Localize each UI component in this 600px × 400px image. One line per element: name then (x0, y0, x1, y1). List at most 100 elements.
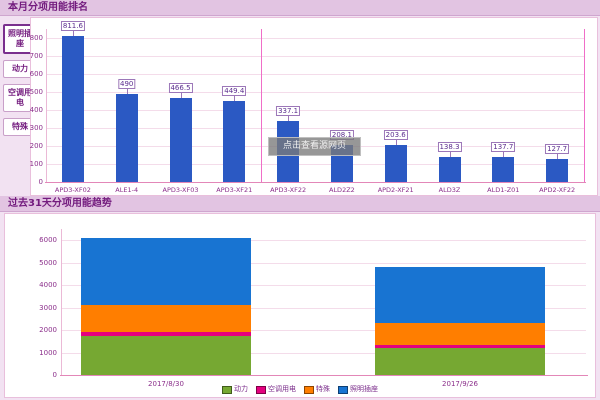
trend-section-header: 过去31天分项用能趋势 (0, 196, 600, 212)
stacked-bar-segment[interactable] (81, 332, 251, 336)
y-axis-line (46, 29, 47, 182)
x-axis-tick-label: 2017/9/26 (442, 380, 478, 388)
y-axis-tick-label: 1000 (39, 348, 57, 357)
data-label: 337.1 (276, 106, 301, 117)
legend-label: 照明插座 (350, 385, 378, 393)
period-separator-line (261, 29, 263, 182)
ranking-bar[interactable] (223, 101, 246, 182)
ranking-bar[interactable] (384, 145, 407, 182)
gridline (46, 164, 584, 165)
data-label: 449.4 (222, 86, 247, 97)
y-axis-tick-label: 800 (29, 34, 43, 42)
ranking-bar[interactable] (438, 157, 461, 182)
data-label: 490 (118, 78, 136, 89)
data-label-stem (180, 93, 182, 99)
stacked-bar-segment[interactable] (375, 348, 545, 375)
y-axis-tick-label: 300 (29, 124, 43, 132)
x-axis-tick-label: ALE1-4 (115, 186, 139, 194)
data-label: 466.5 (168, 83, 193, 94)
y-axis-tick-label: 2000 (39, 326, 57, 335)
chart-legend: 动力 空调用电 特殊 照明插座 (5, 385, 595, 394)
data-label: 127.7 (545, 144, 570, 154)
legend-swatch (338, 385, 348, 394)
legend-item[interactable]: 动力 (222, 385, 248, 394)
y-axis-tick-label: 0 (52, 371, 57, 379)
x-axis-line (60, 375, 588, 376)
legend-item[interactable]: 空调用电 (256, 385, 296, 394)
y-axis-tick-label: 5000 (39, 258, 57, 267)
gridline (46, 110, 584, 111)
data-label-stem (557, 154, 559, 159)
data-label-stem (503, 152, 505, 158)
ranking-bar[interactable] (492, 157, 515, 182)
ranking-section-header: 本月分项用能排名 (0, 0, 600, 16)
gridline (61, 262, 586, 264)
ranking-bar[interactable] (546, 159, 569, 182)
legend-label: 动力 (234, 385, 248, 393)
y-axis-tick-label: 6000 (39, 236, 57, 245)
data-label: 811.6 (60, 20, 85, 31)
ranking-bar[interactable] (169, 98, 192, 182)
legend-swatch (222, 385, 232, 394)
x-axis-tick-label: APD3-XF21 (216, 186, 253, 194)
x-axis-tick-label: 2017/8/30 (148, 380, 184, 388)
trend-section-title: 过去31天分项用能趋势 (8, 198, 112, 209)
legend-label: 空调用电 (268, 385, 296, 393)
gridline (46, 128, 584, 129)
data-label-stem (449, 152, 451, 158)
gridline (46, 74, 584, 75)
x-axis-tick-label: APD2-XF21 (377, 186, 414, 194)
stacked-bar-segment[interactable] (375, 323, 545, 345)
x-axis-tick-label: ALD1-Z01 (487, 186, 520, 194)
gridline (61, 240, 586, 242)
gridline (61, 285, 586, 287)
y-axis-tick-label: 200 (29, 142, 43, 150)
data-label-stem (395, 140, 397, 146)
y-axis-tick-label: 0 (38, 178, 43, 186)
x-axis-tick-label: APD3-XF22 (270, 186, 307, 194)
y-axis-tick-label: 500 (29, 88, 43, 96)
y-axis-tick-label: 400 (29, 106, 43, 114)
legend-swatch (256, 385, 266, 394)
gridline (61, 352, 586, 354)
plot-right-border-line (584, 29, 585, 182)
ranking-chart-panel: 0 100 200 300 400 500 600 700 800 811.6 APD3-XF02 4… (30, 17, 598, 196)
category-button[interactable]: 动力 (3, 60, 37, 78)
y-axis-line (61, 229, 62, 375)
x-axis-tick-label: APD3-XF02 (54, 186, 91, 194)
stacked-bar-segment[interactable] (81, 305, 251, 333)
y-axis-tick-label: 4000 (39, 281, 57, 290)
ranking-bar[interactable] (61, 35, 84, 182)
data-label-stem (126, 88, 128, 94)
data-label-stem (234, 96, 236, 102)
x-axis-tick-label: ALD2Z2 (328, 186, 355, 194)
ranking-section-title: 本月分项用能排名 (8, 2, 88, 13)
gridline (46, 92, 584, 93)
gridline (46, 38, 584, 39)
data-label: 203.6 (383, 130, 408, 141)
legend-item[interactable]: 照明插座 (338, 385, 378, 394)
data-label: 137.7 (491, 142, 516, 153)
gridline (61, 307, 586, 309)
y-axis-tick-label: 100 (29, 160, 43, 168)
watermark-overlay[interactable]: 点击查看源网页 (268, 137, 361, 156)
gridline (61, 330, 586, 332)
gridline (46, 56, 584, 57)
trend-chart-panel: 0 1000 2000 3000 4000 5000 6000 2017/8/30 2017/9… (4, 213, 596, 398)
x-axis-line (45, 182, 586, 183)
stacked-bar-segment[interactable] (375, 267, 545, 324)
y-axis-tick-label: 600 (29, 70, 43, 78)
x-axis-tick-label: APD2-XF22 (539, 186, 576, 194)
x-axis-tick-label: ALD3Z (438, 186, 461, 194)
legend-label: 特殊 (316, 385, 330, 393)
ranking-bar[interactable] (115, 93, 138, 182)
stacked-bar-segment[interactable] (81, 335, 251, 375)
stacked-bar-segment[interactable] (81, 237, 251, 306)
data-label-stem (288, 116, 290, 122)
stacked-bar-segment[interactable] (375, 344, 545, 349)
legend-swatch (304, 385, 314, 394)
legend-item[interactable]: 特殊 (304, 385, 330, 394)
data-label-stem (72, 30, 74, 36)
data-label: 138.3 (437, 142, 462, 153)
